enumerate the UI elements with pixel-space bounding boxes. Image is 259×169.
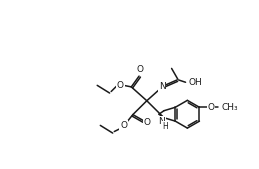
Text: O: O [207, 103, 214, 112]
Text: O: O [120, 121, 127, 130]
Text: N: N [158, 117, 165, 126]
Text: H: H [163, 122, 168, 130]
Text: CH₃: CH₃ [221, 103, 238, 112]
Text: OH: OH [189, 78, 202, 87]
Text: O: O [117, 81, 124, 90]
Text: N: N [159, 82, 166, 91]
Text: O: O [136, 65, 143, 74]
Text: O: O [143, 118, 150, 127]
